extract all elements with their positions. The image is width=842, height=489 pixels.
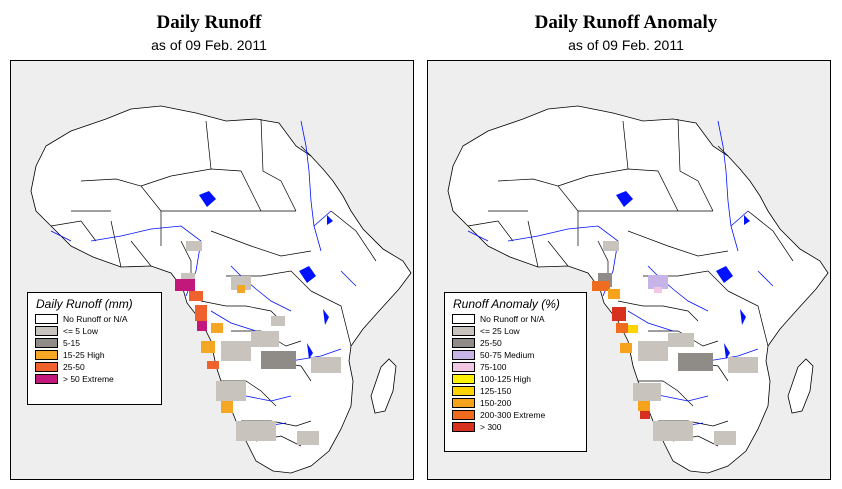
legend-label: 150-200 bbox=[480, 398, 512, 408]
africa-map bbox=[30, 105, 412, 474]
legend-label: 100-125 High bbox=[480, 374, 532, 384]
legend-label: > 300 bbox=[480, 422, 502, 432]
legend-item: 25-50 bbox=[35, 361, 161, 373]
legend-label: No Runoff or N/A bbox=[63, 314, 128, 324]
anomaly-pixels bbox=[592, 241, 758, 445]
legend-item: 75-100 bbox=[452, 361, 586, 373]
map-date: as of 09 Feb. 2011 bbox=[151, 37, 267, 53]
legend-title: Daily Runoff (mm) bbox=[36, 297, 133, 311]
runoff-legend: Daily Runoff (mm) No Runoff or N/A <= 5 L… bbox=[27, 292, 162, 405]
anomaly-panel: Daily Runoff Anomaly as of 09 Feb. 2011 bbox=[421, 0, 831, 489]
legend-swatch bbox=[35, 326, 58, 336]
legend-items: No Runoff or N/A <= 5 Low 5-15 15-25 High 25… bbox=[28, 313, 161, 385]
runoff-map: Daily Runoff (mm) No Runoff or N/A <= 5 L… bbox=[10, 60, 414, 480]
legend-swatch bbox=[35, 374, 58, 384]
legend-label: <= 5 Low bbox=[63, 326, 98, 336]
legend-item: 125-150 bbox=[452, 385, 586, 397]
legend-swatch bbox=[452, 350, 475, 360]
map-date: as of 09 Feb. 2011 bbox=[568, 37, 684, 53]
legend-swatch bbox=[452, 422, 475, 432]
legend-item: 50-75 Medium bbox=[452, 349, 586, 361]
map-title: Daily Runoff bbox=[156, 12, 262, 33]
legend-swatch bbox=[35, 314, 58, 324]
legend-item: 150-200 bbox=[452, 397, 586, 409]
lakes bbox=[616, 191, 750, 359]
legend-swatch bbox=[452, 338, 475, 348]
anomaly-map: Runoff Anomaly (%) No Runoff or N/A <= 25… bbox=[427, 60, 831, 480]
legend-label: 75-100 bbox=[480, 362, 507, 372]
legend-title: Runoff Anomaly (%) bbox=[453, 297, 560, 311]
legend-label: 15-25 High bbox=[63, 350, 105, 360]
legend-label: 125-150 bbox=[480, 386, 512, 396]
legend-item: <= 25 Low bbox=[452, 325, 586, 337]
legend-swatch bbox=[452, 386, 475, 396]
legend-items: No Runoff or N/A <= 25 Low 25-50 50-75 Medi… bbox=[445, 313, 586, 433]
legend-item: 5-15 bbox=[35, 337, 161, 349]
legend-label: No Runoff or N/A bbox=[480, 314, 545, 324]
legend-label: 25-50 bbox=[63, 362, 85, 372]
legend-label: <= 25 Low bbox=[480, 326, 520, 336]
legend-label: > 50 Extreme bbox=[63, 374, 114, 384]
lakes bbox=[199, 191, 333, 359]
legend-item: 100-125 High bbox=[452, 373, 586, 385]
legend-item: > 300 bbox=[452, 421, 586, 433]
legend-item: No Runoff or N/A bbox=[452, 313, 586, 325]
legend-swatch bbox=[452, 410, 475, 420]
legend-label: 200-300 Extreme bbox=[480, 410, 546, 420]
legend-swatch bbox=[35, 338, 58, 348]
legend-label: 50-75 Medium bbox=[480, 350, 535, 360]
legend-swatch bbox=[452, 398, 475, 408]
legend-item: 25-50 bbox=[452, 337, 586, 349]
legend-swatch bbox=[35, 350, 58, 360]
legend-item: <= 5 Low bbox=[35, 325, 161, 337]
legend-label: 25-50 bbox=[480, 338, 502, 348]
legend-swatch bbox=[452, 374, 475, 384]
africa-land bbox=[30, 105, 412, 474]
runoff-pixels bbox=[175, 241, 341, 445]
legend-item: 200-300 Extreme bbox=[452, 409, 586, 421]
legend-item: No Runoff or N/A bbox=[35, 313, 161, 325]
legend-swatch bbox=[35, 362, 58, 372]
legend-swatch bbox=[452, 314, 475, 324]
legend-item: > 50 Extreme bbox=[35, 373, 161, 385]
legend-swatch bbox=[452, 362, 475, 372]
africa-land bbox=[447, 105, 829, 474]
anomaly-legend: Runoff Anomaly (%) No Runoff or N/A <= 25… bbox=[444, 292, 587, 452]
map-title: Daily Runoff Anomaly bbox=[534, 12, 718, 33]
legend-label: 5-15 bbox=[63, 338, 81, 348]
africa-map bbox=[447, 105, 829, 474]
legend-swatch bbox=[452, 326, 475, 336]
legend-item: 15-25 High bbox=[35, 349, 161, 361]
runoff-panel: Daily Runoff as of 09 Feb. 2011 bbox=[4, 0, 414, 489]
